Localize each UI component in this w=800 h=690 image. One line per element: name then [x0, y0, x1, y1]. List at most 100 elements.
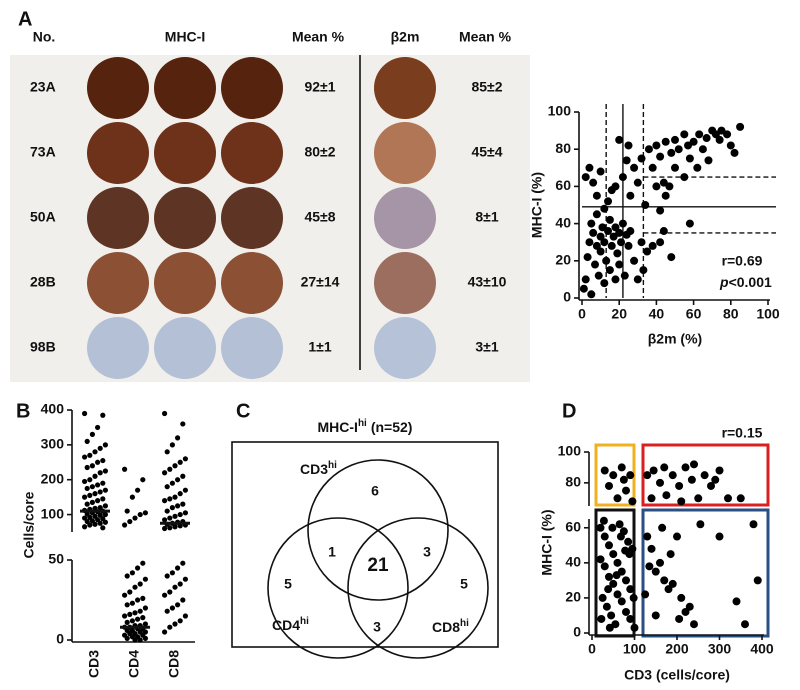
data-point [182, 456, 188, 462]
quadrant-box [641, 443, 770, 507]
data-point [142, 605, 148, 611]
data-point [615, 135, 624, 144]
data-point [626, 585, 635, 594]
data-point [597, 614, 606, 623]
data-point [169, 605, 175, 611]
row-label: 73A [30, 144, 56, 160]
data-point [677, 497, 686, 506]
data-point [84, 501, 90, 507]
data-point [659, 227, 668, 236]
data-point [97, 489, 103, 495]
data-point [177, 581, 183, 587]
data-point [162, 629, 168, 635]
data-point [656, 238, 665, 247]
tissue-core [87, 57, 149, 119]
tissue-core [374, 252, 436, 314]
venn-circle [307, 459, 449, 601]
y-axis-label: MHC-I (%) [529, 172, 545, 238]
data-point [604, 227, 613, 236]
data-point [609, 550, 618, 559]
tissue-core [154, 57, 216, 119]
data-point [175, 477, 181, 483]
data-point [605, 572, 613, 581]
data-point [662, 491, 671, 500]
data-point [656, 478, 664, 487]
data-point [137, 637, 143, 643]
data-point [685, 602, 694, 611]
x-tick-label: 20 [611, 306, 627, 322]
data-point [135, 487, 141, 493]
data-point [609, 579, 618, 588]
x-tick-label: 40 [649, 306, 665, 322]
data-point [585, 238, 594, 247]
data-point [129, 600, 135, 606]
data-point [673, 532, 681, 541]
data-point [84, 485, 90, 492]
data-point [84, 464, 90, 471]
data-point [629, 593, 638, 602]
data-point [600, 238, 609, 247]
data-point [704, 156, 713, 165]
y-tick-label: 40 [565, 554, 581, 570]
mean-value: 92±1 [304, 79, 335, 95]
data-point [613, 494, 622, 503]
data-point [600, 279, 609, 288]
data-point [608, 523, 617, 532]
x-axis-label: β2m (%) [648, 331, 702, 347]
data-point [140, 595, 146, 602]
data-point [715, 466, 724, 475]
data-point [643, 532, 652, 541]
data-point [137, 581, 143, 587]
data-point [611, 275, 620, 284]
data-point [666, 550, 675, 559]
data-point [127, 589, 133, 595]
data-point [602, 256, 611, 265]
data-point [142, 510, 148, 516]
x-tick-label: 100 [756, 306, 780, 322]
venn-title-sup: hi [358, 418, 367, 429]
data-point [667, 253, 676, 262]
data-point [605, 266, 614, 275]
y-tick-label: 50 [48, 551, 64, 567]
data-point [124, 602, 130, 608]
data-point [644, 145, 653, 154]
x-tick-label: CD4 [126, 650, 142, 678]
data-point [100, 496, 106, 502]
data-point [162, 592, 168, 598]
data-point [167, 624, 173, 630]
quadrant-box [594, 508, 636, 638]
data-point [685, 219, 694, 228]
data-point [605, 481, 613, 490]
data-point [182, 613, 188, 619]
x-tick-label: CD8 [166, 650, 182, 678]
data-point [605, 541, 613, 550]
mean-value: 1±1 [308, 339, 331, 355]
data-point [615, 228, 624, 237]
tissue-core [374, 57, 436, 119]
data-point [140, 477, 146, 483]
panel-label: D [562, 400, 576, 422]
data-point [122, 613, 128, 619]
data-point [711, 475, 720, 484]
data-point [736, 494, 745, 503]
y-tick-label: 200 [41, 470, 65, 486]
data-point [626, 191, 635, 200]
column-header: Mean % [459, 29, 512, 45]
data-point [82, 494, 88, 500]
data-point [749, 520, 758, 529]
data-point [641, 590, 650, 599]
data-point [124, 635, 130, 642]
data-point [164, 608, 170, 614]
data-point [615, 260, 624, 269]
data-point [581, 275, 590, 284]
data-point [127, 518, 133, 525]
data-point [132, 637, 138, 643]
data-point [617, 238, 626, 247]
set-sup: hi [328, 460, 337, 471]
mean-value: 8±1 [475, 209, 498, 225]
x-tick-label: 200 [665, 641, 689, 657]
data-point [612, 571, 621, 580]
y-tick-label: 100 [558, 443, 582, 459]
data-point [167, 466, 173, 472]
data-point [637, 238, 646, 247]
